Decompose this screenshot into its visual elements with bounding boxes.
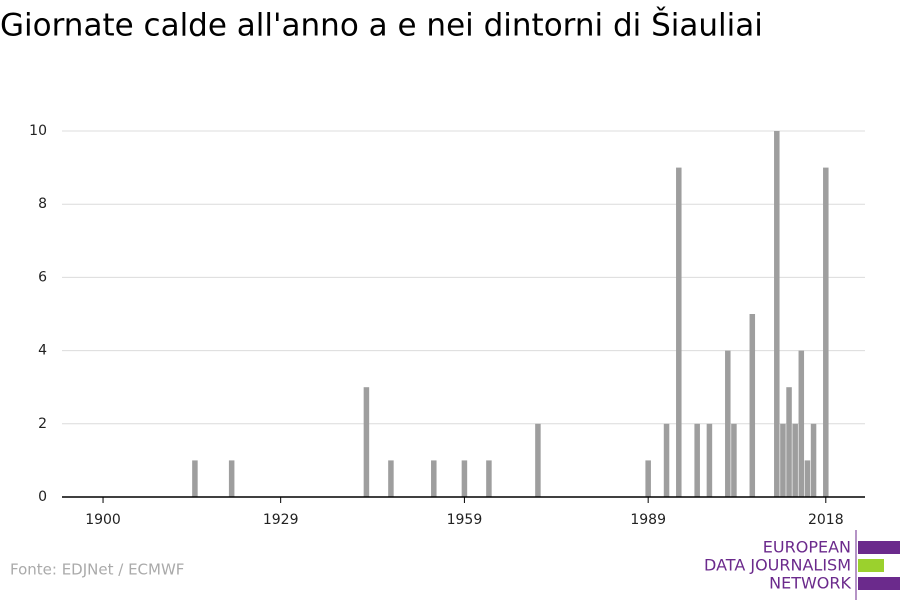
bar: [725, 350, 731, 497]
bar: [363, 387, 370, 497]
bar: [486, 460, 492, 497]
bar: [823, 167, 829, 497]
x-tick-label: 1900: [85, 512, 121, 528]
bar: [388, 460, 394, 497]
x-tick-label: 1959: [447, 512, 483, 528]
logo-bar: [858, 577, 900, 590]
bar: [694, 423, 700, 497]
logo-text: EUROPEAN: [763, 538, 851, 557]
bar: [792, 423, 798, 497]
logo-bar: [858, 541, 900, 554]
bar: [786, 387, 792, 497]
y-tick-label: 0: [38, 489, 47, 505]
logo-text: DATA JOURNALISM: [704, 556, 851, 575]
bar: [431, 460, 437, 497]
logo: EUROPEAN DATA JOURNALISM NETWORK: [704, 530, 900, 600]
bar: [749, 314, 756, 497]
bar: [645, 460, 651, 497]
y-tick-label: 2: [38, 416, 47, 432]
x-tick-label: 1929: [263, 512, 299, 528]
x-tick-label: 2018: [808, 512, 844, 528]
chart-title: Giornate calde all'anno a e nei dintorni…: [0, 7, 763, 44]
bar: [731, 423, 737, 497]
logo-bar: [858, 559, 884, 572]
bar: [192, 460, 198, 497]
bar: [663, 423, 670, 497]
bar: [798, 350, 805, 497]
bar: [461, 460, 468, 497]
bar: [676, 167, 682, 497]
bar: [706, 423, 713, 497]
bar: [774, 131, 780, 497]
source: Fonte: EDJNet / ECMWF: [10, 561, 184, 579]
bar: [228, 460, 235, 497]
y-tick-label: 10: [29, 123, 47, 139]
logo-text: NETWORK: [769, 574, 851, 593]
bar: [804, 460, 811, 497]
y-tick-label: 4: [38, 343, 47, 359]
bar: [535, 423, 541, 497]
x-tick-label: 1989: [630, 512, 666, 528]
y-tick-label: 6: [38, 269, 47, 285]
bar: [780, 423, 786, 497]
bar: [810, 423, 817, 497]
y-tick-label: 8: [38, 196, 47, 212]
